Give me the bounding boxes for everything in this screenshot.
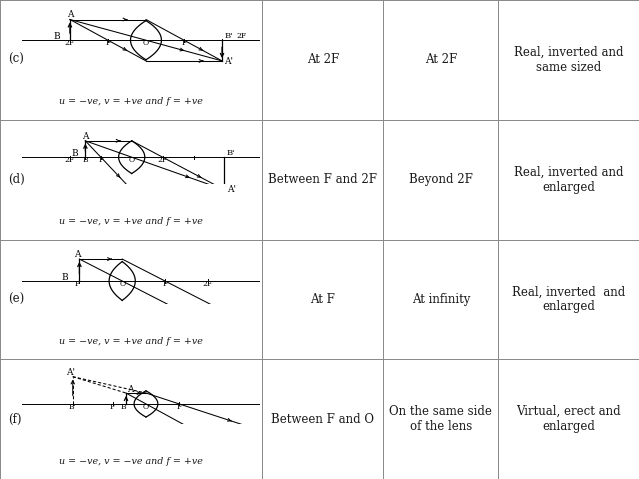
Text: Beyond 2F: Beyond 2F: [409, 173, 473, 186]
Text: u = −ve, v = +ve and f = +ve: u = −ve, v = +ve and f = +ve: [59, 217, 203, 226]
Text: On the same side
of the lens: On the same side of the lens: [390, 405, 492, 433]
Text: F: F: [181, 39, 187, 47]
Text: F: F: [110, 403, 115, 411]
Text: O: O: [128, 156, 135, 164]
Text: (d): (d): [8, 173, 25, 186]
Text: (e): (e): [8, 293, 24, 306]
Text: 2F: 2F: [158, 156, 167, 164]
Text: A: A: [82, 132, 89, 141]
Text: O: O: [119, 281, 125, 288]
Text: 2F: 2F: [203, 281, 213, 288]
Text: A': A': [224, 57, 233, 66]
Text: B: B: [82, 156, 88, 164]
Text: A: A: [66, 10, 73, 19]
Text: A: A: [128, 385, 134, 394]
Text: At infinity: At infinity: [412, 293, 470, 306]
Text: At 2F: At 2F: [307, 53, 339, 67]
Text: Between F and O: Between F and O: [271, 412, 374, 426]
Text: A': A': [66, 368, 75, 377]
Text: (f): (f): [8, 412, 22, 426]
Text: F: F: [98, 156, 104, 164]
Text: At 2F: At 2F: [425, 53, 457, 67]
Text: At F: At F: [311, 293, 335, 306]
Text: B: B: [72, 149, 78, 158]
Text: O: O: [143, 403, 149, 411]
Text: F: F: [74, 281, 80, 288]
Text: B: B: [121, 403, 127, 411]
Text: Real, inverted and
enlarged: Real, inverted and enlarged: [514, 166, 624, 194]
Text: u = −ve, v = −ve and f = +ve: u = −ve, v = −ve and f = +ve: [59, 456, 203, 466]
Text: B': B': [69, 403, 77, 411]
Text: 2F: 2F: [236, 32, 247, 40]
Text: O: O: [143, 39, 149, 47]
Text: u = −ve, v = +ve and f = +ve: u = −ve, v = +ve and f = +ve: [59, 337, 203, 346]
Text: Virtual, erect and
enlarged: Virtual, erect and enlarged: [516, 405, 621, 433]
Text: B': B': [224, 32, 233, 40]
Text: Real, inverted  and
enlarged: Real, inverted and enlarged: [512, 285, 626, 313]
Text: A: A: [73, 250, 81, 259]
Text: u = −ve, v = +ve and f = +ve: u = −ve, v = +ve and f = +ve: [59, 97, 203, 106]
Text: A': A': [227, 185, 236, 194]
Text: B': B': [227, 149, 235, 157]
Text: Between F and 2F: Between F and 2F: [268, 173, 377, 186]
Text: F: F: [105, 39, 111, 47]
Text: (c): (c): [8, 53, 24, 67]
Text: B: B: [54, 32, 61, 41]
Text: B: B: [62, 273, 68, 282]
Text: F: F: [162, 281, 167, 288]
Text: 2F: 2F: [65, 156, 75, 164]
Text: F: F: [176, 403, 182, 411]
Text: 2F: 2F: [65, 39, 75, 47]
Text: Real, inverted and
same sized: Real, inverted and same sized: [514, 46, 624, 74]
